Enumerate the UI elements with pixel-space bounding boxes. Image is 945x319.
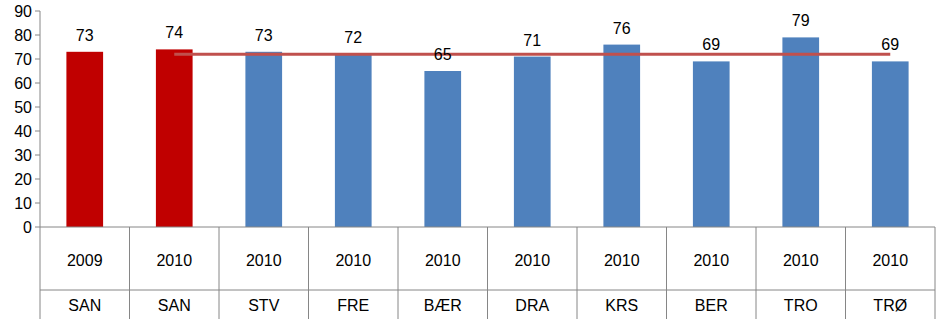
bar bbox=[693, 61, 730, 227]
category-divider bbox=[487, 227, 488, 319]
x-tick-label: 2010 bbox=[604, 252, 640, 269]
data-labels: 73 74 73 72 65 71 76 69 79 69 bbox=[76, 12, 899, 63]
bar bbox=[603, 45, 640, 227]
x-tick-label: 2010 bbox=[693, 252, 729, 269]
category-divider bbox=[308, 227, 309, 319]
reference-line bbox=[174, 53, 890, 56]
category-divider bbox=[666, 227, 667, 319]
y-tick-label: 0 bbox=[23, 219, 32, 236]
data-label: 73 bbox=[76, 27, 94, 44]
data-label: 74 bbox=[165, 24, 183, 41]
y-tick bbox=[35, 227, 40, 228]
x-group-label: FRE bbox=[337, 297, 369, 314]
x-tick-label: 2010 bbox=[872, 252, 908, 269]
y-tick bbox=[35, 83, 40, 84]
y-tick bbox=[35, 35, 40, 36]
y-tick-label: 20 bbox=[14, 171, 32, 188]
y-tick-label: 70 bbox=[14, 51, 32, 68]
y-tick-label: 80 bbox=[14, 27, 32, 44]
category-divider bbox=[756, 227, 757, 319]
x-group-label: BER bbox=[695, 297, 728, 314]
y-tick bbox=[35, 59, 40, 60]
y-tick bbox=[35, 107, 40, 108]
data-label: 72 bbox=[344, 29, 362, 46]
y-tick bbox=[35, 203, 40, 204]
chart: 0 10 20 30 40 50 60 70 80 90 73 74 73 72 65 71 76 69 79 69 2… bbox=[0, 0, 945, 319]
bar bbox=[66, 52, 103, 227]
x-tick-label: 2010 bbox=[425, 252, 461, 269]
data-label: 65 bbox=[434, 46, 452, 63]
category-row-divider bbox=[40, 290, 935, 291]
y-tick-label: 10 bbox=[14, 195, 32, 212]
category-divider bbox=[577, 227, 578, 319]
y-tick bbox=[35, 155, 40, 156]
category-divider bbox=[398, 227, 399, 319]
x-group-label: SAN bbox=[158, 297, 191, 314]
data-label: 76 bbox=[613, 20, 631, 37]
x-tick-label: 2010 bbox=[783, 252, 819, 269]
plot-area bbox=[66, 37, 908, 227]
y-tick-label: 90 bbox=[14, 3, 32, 20]
x-group-label: KRS bbox=[605, 297, 638, 314]
bar bbox=[245, 52, 282, 227]
x-group-label: STV bbox=[248, 297, 279, 314]
y-tick-label: 50 bbox=[14, 99, 32, 116]
x-group-label: TRO bbox=[784, 297, 818, 314]
data-label: 69 bbox=[881, 36, 899, 53]
category-divider bbox=[129, 227, 130, 319]
data-label: 69 bbox=[702, 36, 720, 53]
x-group-label: DRA bbox=[515, 297, 549, 314]
data-label: 73 bbox=[255, 27, 273, 44]
data-label: 79 bbox=[792, 12, 810, 29]
bar bbox=[514, 57, 551, 227]
bar bbox=[424, 71, 461, 227]
x-group-label: BÆR bbox=[424, 297, 462, 314]
data-label: 71 bbox=[523, 32, 541, 49]
y-tick-label: 30 bbox=[14, 147, 32, 164]
y-tick bbox=[35, 179, 40, 180]
x-group-label: SAN bbox=[68, 297, 101, 314]
category-divider bbox=[845, 227, 846, 319]
x-tick-label: 2010 bbox=[335, 252, 371, 269]
x-tick-label: 2010 bbox=[514, 252, 550, 269]
x-tick-label: 2010 bbox=[246, 252, 282, 269]
y-tick-label: 60 bbox=[14, 75, 32, 92]
x-tick-label: 2009 bbox=[67, 252, 103, 269]
bar bbox=[782, 37, 819, 227]
x-group-label: TRØ bbox=[873, 297, 907, 314]
bar bbox=[335, 54, 372, 227]
y-tick-label: 40 bbox=[14, 123, 32, 140]
bar bbox=[156, 49, 193, 227]
category-divider bbox=[219, 227, 220, 319]
category-divider bbox=[935, 227, 936, 319]
y-axis bbox=[40, 11, 41, 319]
bar bbox=[872, 61, 909, 227]
x-tick-label: 2010 bbox=[156, 252, 192, 269]
y-tick bbox=[35, 11, 40, 12]
y-tick bbox=[35, 131, 40, 132]
